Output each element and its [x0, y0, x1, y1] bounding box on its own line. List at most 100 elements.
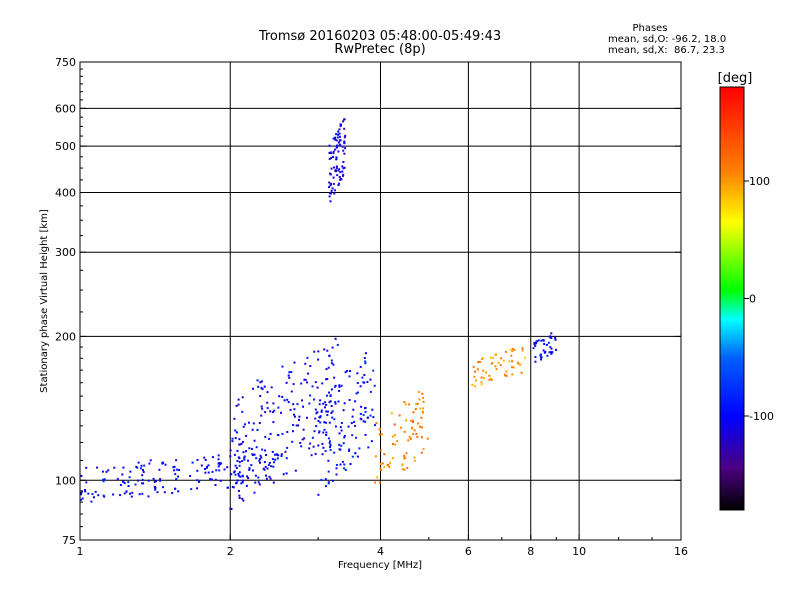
data-point: [275, 453, 278, 456]
data-point: [338, 384, 341, 387]
colorbar-tick-label: -100: [749, 410, 774, 423]
data-point: [360, 418, 363, 421]
data-point: [325, 410, 328, 413]
data-point: [381, 462, 384, 465]
data-point: [511, 360, 514, 363]
data-point: [240, 442, 243, 445]
data-point: [122, 480, 124, 483]
data-point: [399, 426, 402, 429]
data-point: [237, 398, 240, 401]
data-point: [401, 468, 404, 471]
data-point: [499, 364, 502, 367]
data-point: [380, 433, 383, 436]
data-point: [373, 384, 376, 387]
data-point: [277, 434, 280, 437]
data-point: [325, 368, 328, 371]
data-point: [336, 343, 339, 346]
data-point: [535, 340, 538, 343]
data-point: [471, 383, 474, 386]
data-point: [253, 453, 256, 456]
data-point: [309, 442, 312, 445]
data-point: [351, 415, 354, 418]
data-point: [316, 386, 319, 389]
data-point: [513, 348, 516, 351]
data-point: [524, 356, 527, 359]
data-point: [347, 425, 350, 428]
data-point: [333, 376, 336, 379]
data-point: [324, 401, 327, 404]
data-point: [342, 120, 345, 123]
data-point: [261, 448, 264, 451]
data-point: [217, 465, 220, 468]
data-point: [343, 141, 346, 144]
data-point: [338, 386, 341, 388]
data-point: [252, 469, 254, 472]
data-point: [134, 483, 137, 486]
data-point: [334, 425, 337, 428]
data-point: [411, 419, 414, 422]
data-point: [366, 416, 369, 419]
data-point: [84, 490, 87, 493]
data-point: [80, 474, 83, 477]
data-point: [291, 440, 294, 443]
data-point: [196, 469, 199, 472]
data-point: [327, 482, 330, 485]
data-point: [534, 356, 537, 358]
data-point: [173, 469, 176, 472]
data-point: [539, 356, 542, 359]
data-point: [266, 467, 269, 470]
data-point: [129, 492, 131, 495]
data-point: [410, 419, 413, 422]
data-point: [413, 456, 416, 459]
data-point: [348, 448, 351, 451]
data-point: [329, 400, 332, 403]
data-point: [330, 192, 333, 195]
data-point: [485, 371, 488, 374]
data-point: [338, 168, 341, 171]
data-point: [328, 391, 330, 394]
data-point: [235, 431, 238, 434]
data-point: [102, 480, 105, 483]
data-point: [147, 479, 150, 482]
data-point: [274, 453, 276, 456]
data-point: [204, 459, 207, 461]
data-point: [237, 490, 240, 492]
data-point: [96, 466, 99, 469]
data-point: [330, 189, 333, 192]
data-point: [285, 472, 288, 475]
data-point: [348, 449, 350, 452]
data-point: [335, 156, 338, 159]
data-point: [207, 471, 210, 474]
data-point: [415, 432, 418, 435]
data-point: [369, 414, 372, 417]
data-point: [242, 425, 245, 428]
data-point: [351, 434, 354, 437]
data-point: [295, 424, 298, 427]
data-point: [119, 494, 122, 497]
data-point: [141, 474, 144, 477]
data-point: [292, 430, 294, 433]
colorbar: [719, 86, 745, 511]
data-point: [403, 468, 406, 471]
data-point: [93, 496, 95, 499]
data-point: [403, 430, 406, 433]
data-point: [392, 443, 394, 446]
data-point: [520, 371, 523, 374]
data-point: [550, 347, 553, 350]
data-point: [204, 468, 206, 470]
data-point: [554, 337, 557, 339]
data-point: [329, 440, 331, 443]
data-point: [337, 169, 340, 172]
data-point: [532, 347, 535, 350]
data-point: [329, 184, 332, 187]
data-point: [277, 454, 280, 457]
data-point: [336, 136, 339, 139]
data-point: [311, 436, 314, 439]
data-point: [90, 500, 93, 503]
data-point: [235, 404, 238, 407]
data-point: [476, 368, 479, 371]
data-point: [266, 391, 269, 394]
data-point: [389, 461, 392, 464]
phase-stats-x: mean, sd,X: 86.7, 23.3: [608, 45, 725, 56]
data-point: [354, 452, 357, 455]
